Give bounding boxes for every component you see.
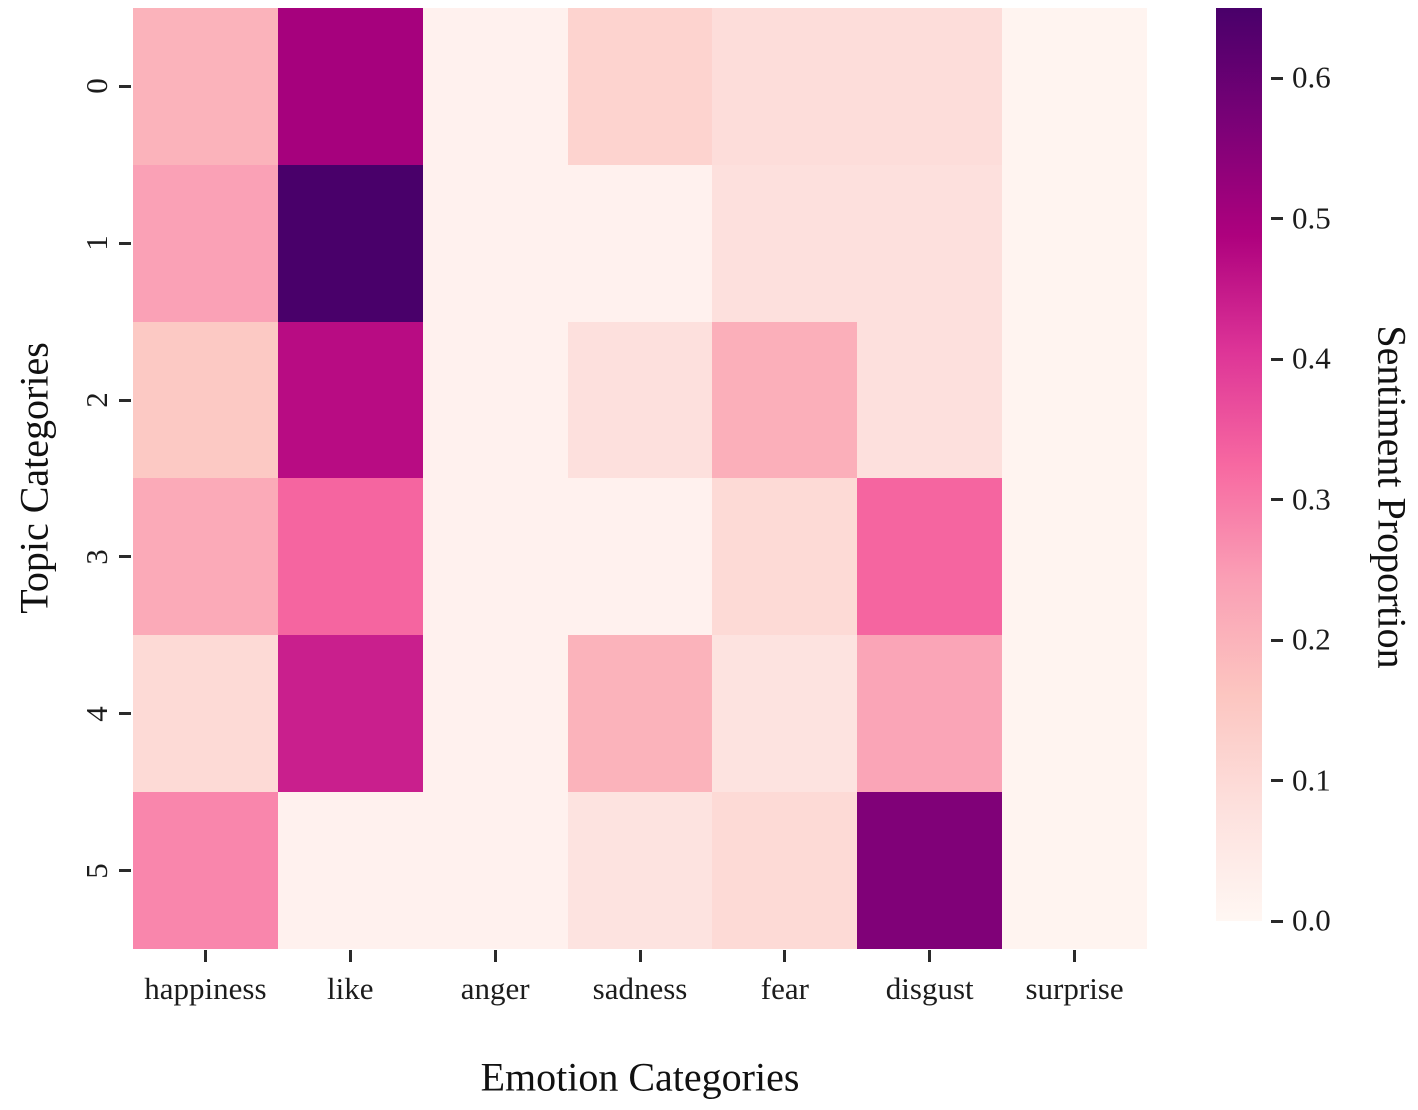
- heatmap-cell: [422, 792, 568, 949]
- colorbar-tick-mark: [1271, 638, 1283, 642]
- heatmap-cell: [133, 321, 278, 479]
- colorbar-tick-mark: [1271, 76, 1283, 80]
- heatmap-cell: [1002, 8, 1147, 165]
- heatmap-cell: [133, 792, 278, 949]
- heatmap-cell: [857, 478, 1003, 636]
- heatmap-cell: [1002, 635, 1147, 793]
- heatmap-cell: [1002, 321, 1147, 479]
- y-tick-mark: [119, 712, 131, 716]
- heatmap-cell: [422, 635, 568, 793]
- x-tick-mark: [348, 950, 352, 962]
- colorbar-tick-mark: [1271, 217, 1283, 221]
- heatmap-cell: [857, 792, 1003, 949]
- colorbar-tick-label: 0.1: [1292, 761, 1331, 797]
- y-tick-label: 4: [79, 706, 114, 722]
- heatmap-cell: [422, 8, 568, 165]
- x-tick-mark: [203, 950, 207, 962]
- heatmap-cell: [277, 321, 423, 479]
- heatmap-cell: [133, 8, 278, 165]
- heatmap-cell: [857, 8, 1003, 165]
- x-tick-mark: [493, 950, 497, 962]
- x-tick-label: surprise: [1025, 971, 1124, 1006]
- y-tick-label: 5: [79, 862, 114, 879]
- heatmap-cell: [277, 792, 423, 949]
- colorbar-tick-label: 0.2: [1292, 621, 1331, 657]
- heatmap-cell: [277, 8, 423, 165]
- x-tick-label: fear: [760, 971, 809, 1006]
- colorbar-tick-mark: [1271, 498, 1283, 502]
- y-tick-mark: [119, 398, 131, 402]
- heatmap-cell: [567, 478, 713, 636]
- heatmap-cell: [133, 478, 278, 636]
- colorbar: [1216, 8, 1262, 921]
- heatmap-cell: [1002, 792, 1147, 949]
- x-tick-mark: [928, 950, 932, 962]
- x-tick-mark: [638, 950, 642, 962]
- heatmap-cell: [422, 321, 568, 479]
- heatmap-cell: [567, 635, 713, 793]
- y-tick-label: 3: [79, 549, 114, 565]
- heatmap-cell: [567, 321, 713, 479]
- y-tick-mark: [119, 241, 131, 245]
- heatmap-cell: [712, 321, 858, 479]
- colorbar-tick-mark: [1271, 779, 1283, 783]
- x-tick-label: happiness: [144, 971, 267, 1006]
- x-tick-label: anger: [460, 971, 530, 1006]
- x-tick-label: sadness: [592, 971, 688, 1006]
- colorbar-tick-mark: [1271, 919, 1283, 923]
- y-tick-label: 0: [79, 78, 114, 95]
- heatmap-cell: [422, 164, 568, 322]
- y-tick-label: 1: [79, 235, 114, 252]
- y-tick-mark: [119, 555, 131, 559]
- colorbar-tick-label: 0.6: [1292, 59, 1331, 95]
- x-tick-label: like: [327, 971, 374, 1006]
- heatmap-cell: [277, 164, 423, 322]
- heatmap-cell: [857, 321, 1003, 479]
- y-tick-label: 2: [79, 392, 114, 408]
- x-tick-mark: [783, 950, 787, 962]
- colorbar-tick-mark: [1271, 357, 1283, 361]
- heatmap-cell: [567, 8, 713, 165]
- heatmap-cell: [712, 478, 858, 636]
- x-tick-label: disgust: [885, 971, 974, 1006]
- heatmap-grid: [133, 8, 1147, 949]
- colorbar-tick-label: 0.3: [1292, 480, 1331, 516]
- y-axis-label: Topic Categories: [11, 342, 57, 614]
- heatmap-cell: [277, 478, 423, 636]
- heatmap-cell: [857, 635, 1003, 793]
- heatmap-cell: [422, 478, 568, 636]
- colorbar-tick-label: 0.5: [1292, 199, 1331, 235]
- y-tick-mark: [119, 84, 131, 88]
- x-tick-mark: [1073, 950, 1077, 962]
- heatmap-cell: [712, 8, 858, 165]
- heatmap-cell: [712, 792, 858, 949]
- heatmap-cell: [1002, 164, 1147, 322]
- heatmap-cell: [567, 164, 713, 322]
- heatmap-cell: [712, 164, 858, 322]
- heatmap-cell: [133, 164, 278, 322]
- heatmap-cell: [567, 792, 713, 949]
- heatmap-cell: [133, 635, 278, 793]
- x-axis-label: Emotion Categories: [480, 1054, 800, 1100]
- y-tick-mark: [119, 869, 131, 873]
- heatmap-cell: [857, 164, 1003, 322]
- heatmap-cell: [1002, 478, 1147, 636]
- colorbar-label: Sentiment Proportion: [1369, 325, 1415, 669]
- heatmap-cell: [277, 635, 423, 793]
- colorbar-tick-label: 0.4: [1292, 340, 1331, 376]
- colorbar-tick-label: 0.0: [1292, 902, 1331, 938]
- heatmap-cell: [712, 635, 858, 793]
